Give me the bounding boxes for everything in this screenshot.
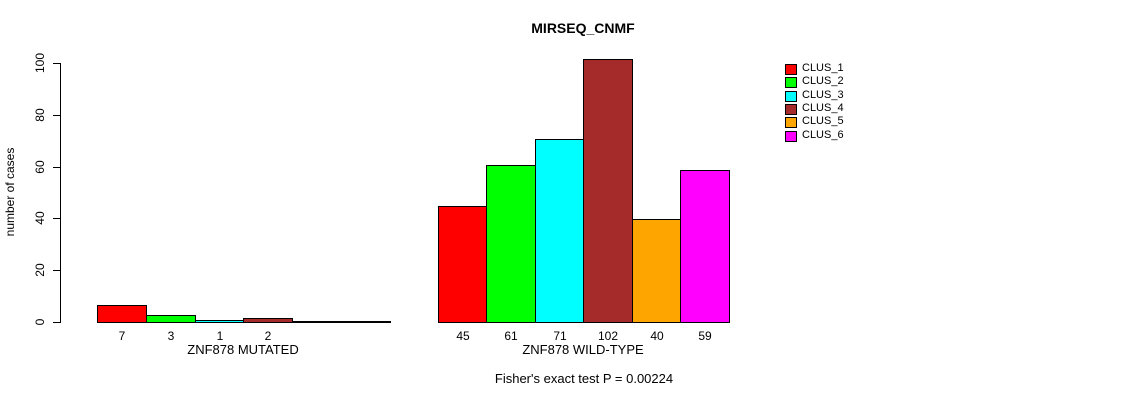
y-tick-label-80: 80: [33, 108, 47, 122]
y-axis-tick-100: [53, 63, 61, 64]
y-tick-label-0: 0: [33, 318, 47, 326]
fisher-test-annotation: Fisher's exact test P = 0.00224: [494, 371, 674, 386]
y-axis-label: number of cases: [3, 147, 17, 237]
bar-value-label: 2: [264, 329, 272, 343]
bar-value-label: 59: [698, 329, 712, 343]
bar-clus_1-wild-type: [438, 206, 487, 323]
legend-label-clus_1: CLUS_1: [802, 62, 844, 74]
y-tick-label-40: 40: [33, 211, 47, 225]
legend-swatch-clus_2: [785, 77, 797, 88]
bar-value-label: 71: [553, 329, 567, 343]
bar-clus_5-wild-type: [632, 219, 681, 323]
y-axis-tick-40: [53, 218, 61, 219]
group-label-wild-type: ZNF878 WILD-TYPE: [522, 342, 644, 357]
y-tick-label-100: 100: [33, 52, 47, 74]
bar-clus_3-mutated: [195, 320, 244, 323]
bar-value-label: 102: [597, 329, 619, 343]
bar-clus_5-mutated: [292, 321, 342, 323]
legend-swatch-clus_1: [785, 64, 797, 75]
y-axis-line: [60, 63, 61, 323]
legend-swatch-clus_3: [785, 91, 797, 102]
legend-swatch-clus_6: [785, 131, 797, 142]
legend-label-clus_4: CLUS_4: [802, 102, 844, 114]
bar-clus_1-mutated: [97, 305, 147, 323]
legend-label-clus_2: CLUS_2: [802, 75, 844, 87]
bar-value-label: 1: [216, 329, 224, 343]
legend-label-clus_3: CLUS_3: [802, 89, 844, 101]
chart-title: MIRSEQ_CNMF: [531, 20, 635, 36]
y-axis-tick-0: [53, 322, 61, 323]
bar-clus_3-wild-type: [535, 139, 584, 323]
legend-label-clus_6: CLUS_6: [802, 129, 844, 141]
bar-clus_2-mutated: [146, 315, 196, 323]
legend-label-clus_5: CLUS_5: [802, 115, 844, 127]
bar-value-label: 61: [504, 329, 518, 343]
legend-swatch-clus_4: [785, 104, 797, 115]
bar-clus_6-mutated: [341, 321, 391, 323]
bar-clus_2-wild-type: [486, 165, 536, 323]
bar-value-label: 45: [456, 329, 470, 343]
group-label-mutated: ZNF878 MUTATED: [187, 342, 299, 357]
bar-value-label: 7: [118, 329, 126, 343]
y-axis-tick-60: [53, 167, 61, 168]
bar-clus_4-mutated: [243, 318, 293, 323]
legend-swatch-clus_5: [785, 117, 797, 128]
bar-value-label: 3: [167, 329, 175, 343]
y-axis-tick-20: [53, 270, 61, 271]
y-axis-tick-80: [53, 115, 61, 116]
bar-clus_4-wild-type: [583, 59, 633, 323]
y-tick-label-60: 60: [33, 160, 47, 174]
bar-clus_6-wild-type: [680, 170, 730, 323]
bar-value-label: 40: [650, 329, 664, 343]
y-tick-label-20: 20: [33, 263, 47, 277]
